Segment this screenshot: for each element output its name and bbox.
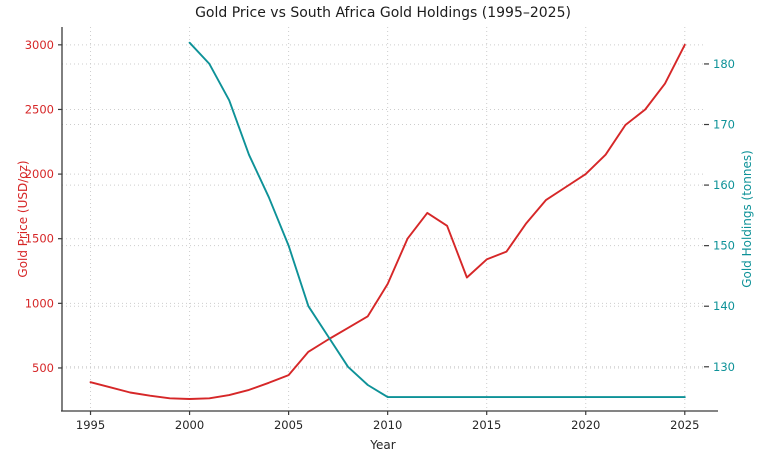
right-tick-label: 160 [713,178,735,192]
right-tick-label: 150 [713,239,735,253]
right-tick-label: 130 [713,360,735,374]
x-tick-label: 2020 [571,418,600,432]
right-tick-label: 170 [713,118,735,132]
x-tick-label: 2005 [274,418,303,432]
left-axis-label: Gold Price (USD/oz) [16,160,30,278]
x-tick-label: 2010 [373,418,402,432]
right-axis-label: Gold Holdings (tonnes) [740,150,754,288]
left-tick-label: 2000 [25,167,54,181]
chart-title: Gold Price vs South Africa Gold Holdings… [195,5,571,21]
right-tick-label: 140 [713,299,735,313]
x-tick-label: 2015 [472,418,501,432]
left-tick-label: 2500 [25,102,54,116]
left-tick-label: 1500 [25,232,54,246]
left-tick-label: 500 [32,361,54,375]
gold-holdings-line [188,41,686,399]
x-axis-label: Year [370,438,396,452]
gold-price-line [89,43,686,400]
left-tick-label: 1000 [25,296,54,310]
right-tick-label: 180 [713,57,735,71]
x-tick-label: 1995 [76,418,105,432]
left-tick-label: 3000 [25,38,54,52]
x-tick-label: 2000 [175,418,204,432]
x-tick-label: 2025 [670,418,699,432]
